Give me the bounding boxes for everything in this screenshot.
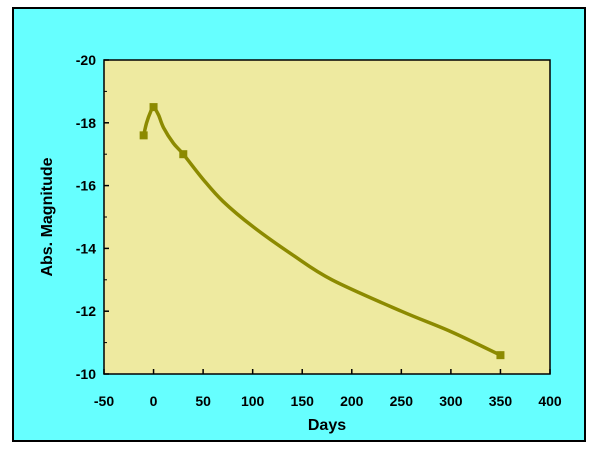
data-point-marker	[149, 103, 158, 112]
y-tick-label: -14	[76, 240, 96, 256]
x-tick-label: 300	[439, 393, 463, 409]
y-tick-label: -16	[76, 178, 96, 194]
x-axis-ticks: -50 0 50 100 150 200 250 300 350 400	[94, 369, 562, 409]
x-axis-title: Days	[308, 417, 346, 434]
x-tick-label: 250	[390, 393, 414, 409]
y-tick-label: -20	[76, 52, 96, 68]
y-tick-label: -18	[76, 115, 96, 131]
x-tick-label: 400	[538, 393, 562, 409]
data-point-marker	[139, 131, 148, 140]
data-point-marker	[179, 150, 188, 159]
x-tick-label: 0	[150, 393, 158, 409]
y-tick-label: -10	[76, 366, 96, 382]
series-layer	[139, 103, 505, 360]
y-axis-ticks: -20 -18 -16 -14 -12 -10	[76, 52, 109, 382]
x-tick-label: 200	[340, 393, 364, 409]
x-tick-label: -50	[94, 393, 114, 409]
x-tick-label: 350	[489, 393, 513, 409]
x-tick-label: 150	[291, 393, 315, 409]
plot-area	[103, 59, 551, 375]
data-point-marker	[496, 351, 505, 360]
x-tick-label: 50	[195, 393, 211, 409]
y-tick-label: -12	[76, 303, 96, 319]
y-axis-title: Abs. Magnitude	[39, 157, 56, 276]
x-tick-label: 100	[241, 393, 265, 409]
